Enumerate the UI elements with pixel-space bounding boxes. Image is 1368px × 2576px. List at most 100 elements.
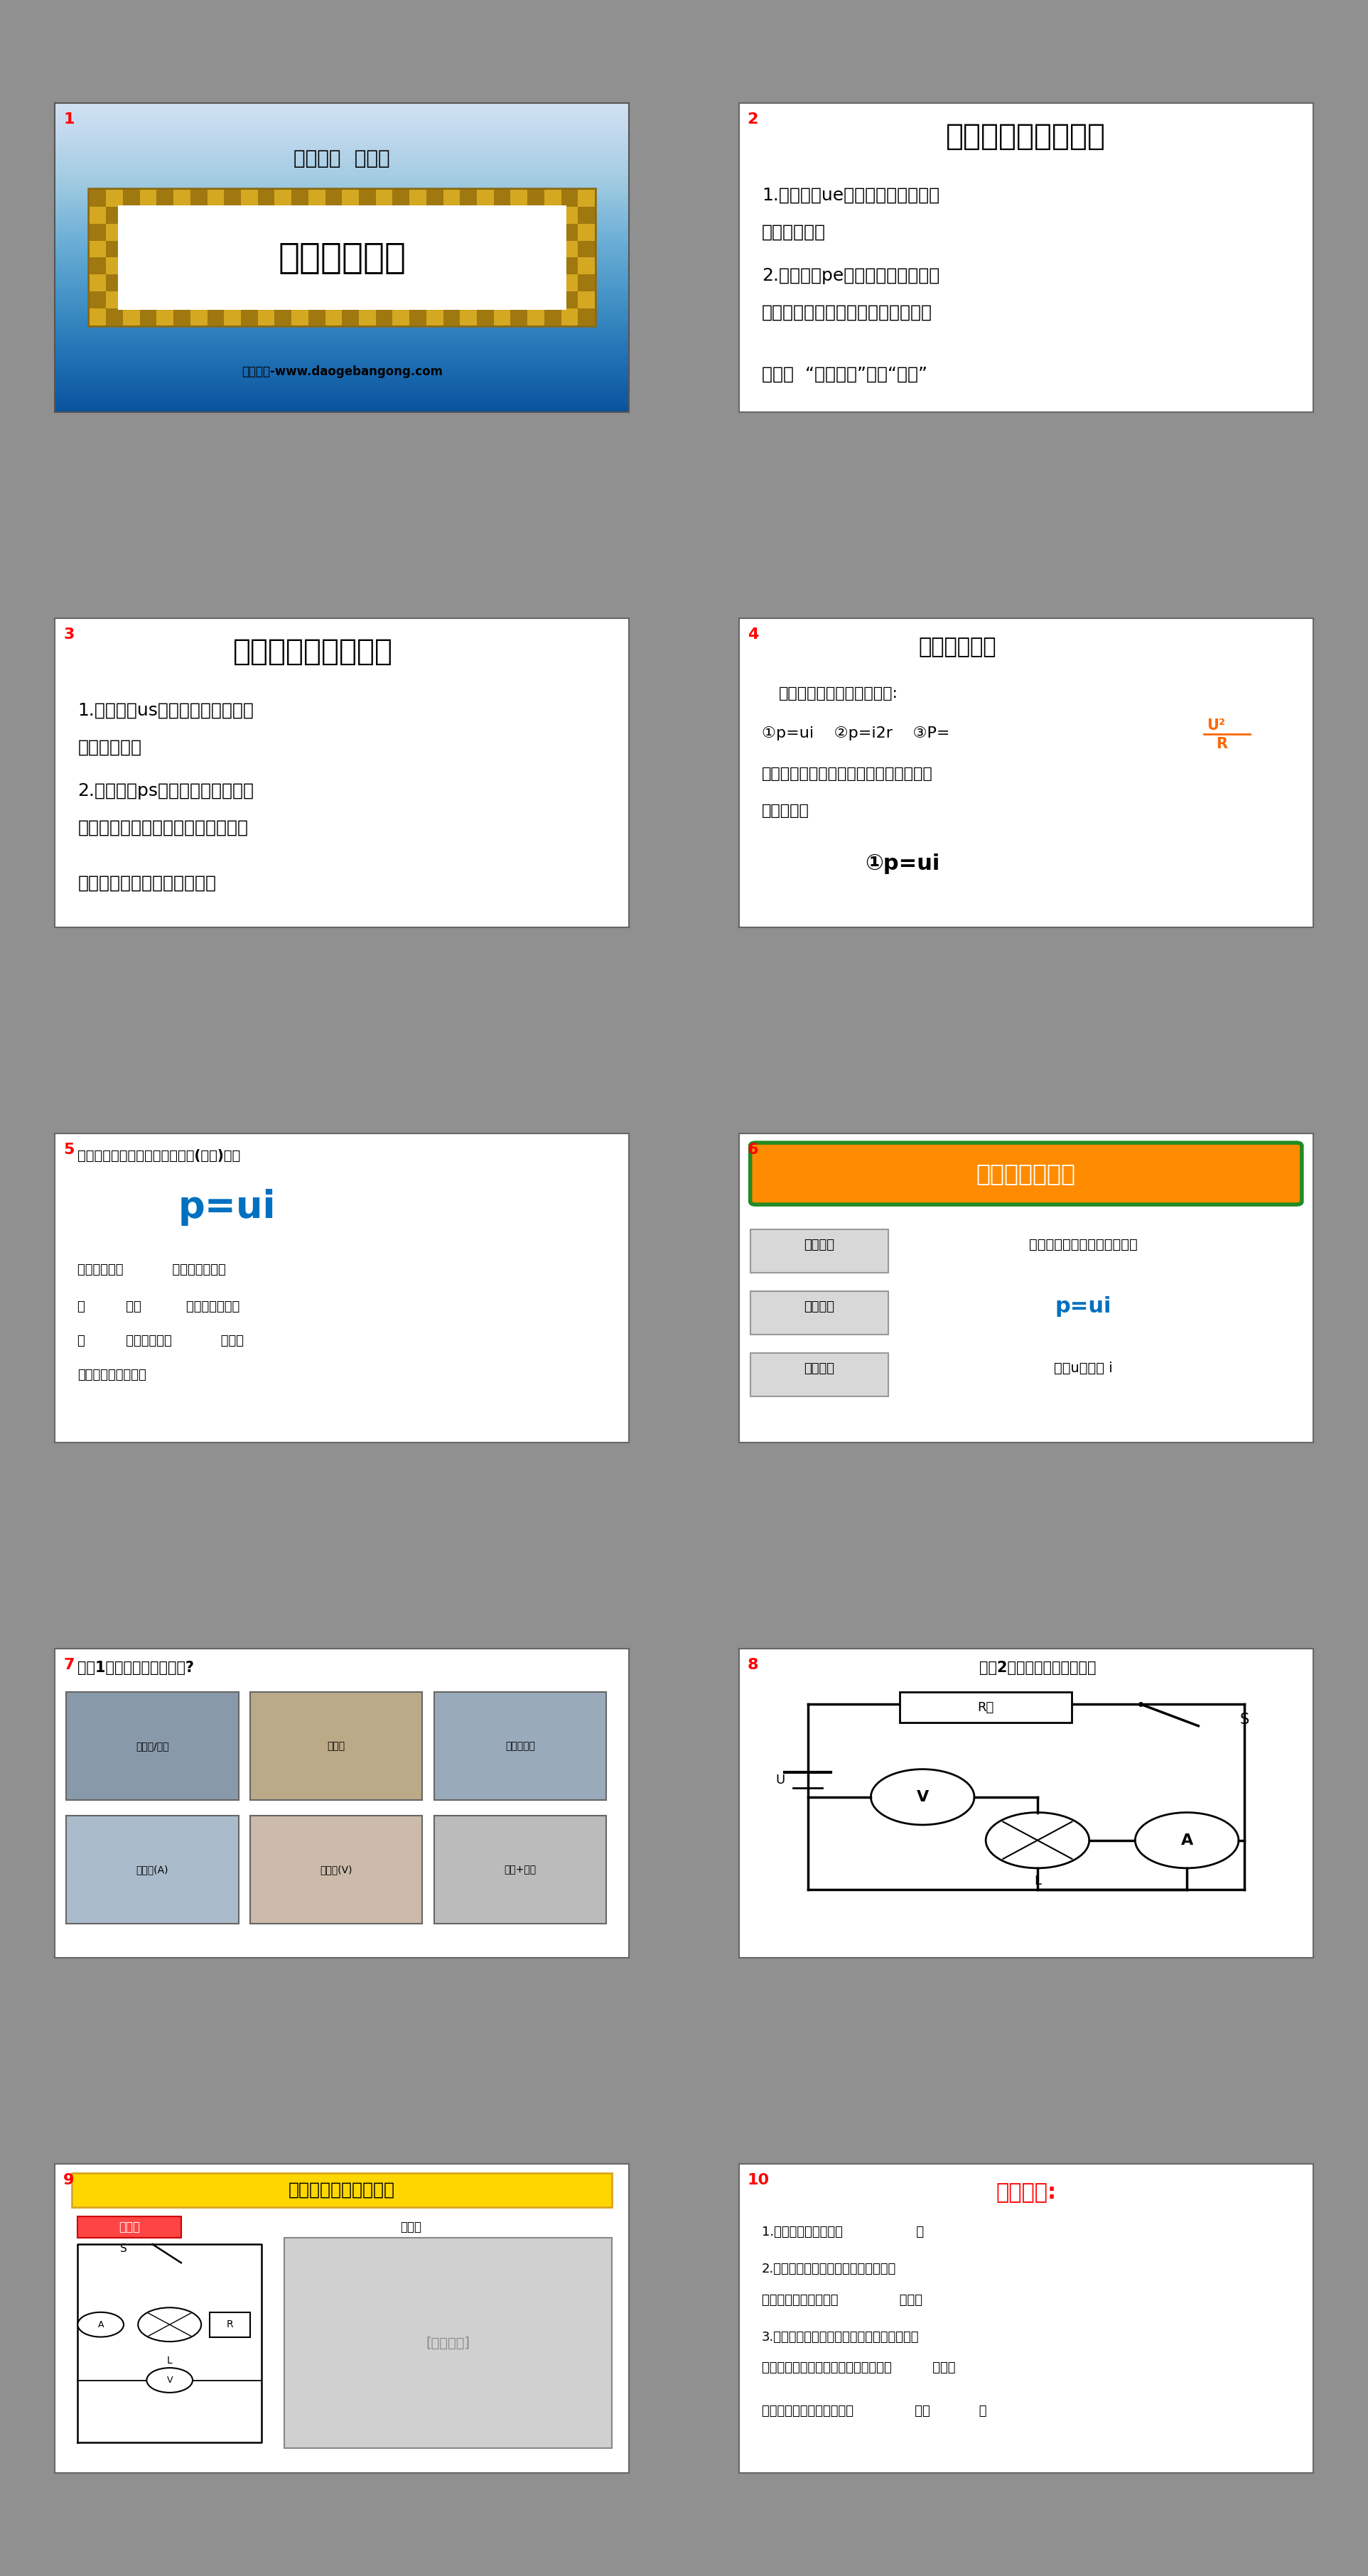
Text: 蓄电池/电源: 蓄电池/电源 [135,1741,168,1752]
Text: L: L [167,2354,172,2365]
Bar [241,191,257,206]
FancyBboxPatch shape [750,1144,1302,1206]
Bar [393,206,409,224]
Bar [577,224,595,240]
Bar [308,224,326,240]
Text: 作时的功率（实际电压下的功率）。: 作时的功率（实际电压下的功率）。 [78,819,248,837]
Bar [342,191,358,206]
Text: 额定电压、额定功率: 额定电压、额定功率 [947,121,1105,152]
Circle shape [986,1814,1089,1868]
Text: 电压u、电流 i: 电压u、电流 i [1055,1363,1112,1376]
Bar [107,224,123,240]
Bar [190,224,207,240]
Text: 道格办公-www.daogebangong.com: 道格办公-www.daogebangong.com [241,366,443,379]
Bar [393,224,409,240]
Bar [561,224,577,240]
FancyBboxPatch shape [78,2215,181,2239]
Bar [342,291,358,309]
Bar [528,191,544,206]
Circle shape [871,1770,974,1824]
Bar [174,240,190,258]
Bar [241,258,257,276]
Bar [460,291,477,309]
Bar [544,191,561,206]
Bar [275,258,291,276]
Text: 伏安法测电功率: 伏安法测电功率 [977,1162,1075,1185]
Text: U²: U² [1207,719,1226,732]
Bar [460,224,477,240]
Bar [140,191,156,206]
Bar [156,258,174,276]
Bar [123,224,140,240]
Bar [510,240,528,258]
Text: ①p=ui    ②p=i2r    ③P=: ①p=ui ②p=i2r ③P= [762,726,955,742]
Bar [577,291,595,309]
Bar [528,276,544,291]
Bar [510,224,528,240]
Bar [326,191,342,206]
Text: 7: 7 [63,1659,74,1672]
Text: V: V [917,1790,929,1803]
Bar [241,224,257,240]
Bar [174,224,190,240]
Bar [443,258,460,276]
Bar [427,191,443,206]
Bar [376,258,393,276]
Bar [89,309,107,325]
Bar [275,309,291,325]
Bar [510,206,528,224]
Bar [174,276,190,291]
Text: R滑: R滑 [978,1700,995,1713]
Text: A: A [1181,1834,1193,1847]
Bar [409,240,427,258]
Text: [实物照片]: [实物照片] [427,2336,471,2349]
Bar [123,309,140,325]
Bar [123,291,140,309]
Bar [207,240,224,258]
Bar [494,240,510,258]
Bar [190,206,207,224]
Bar [291,240,308,258]
FancyBboxPatch shape [900,1692,1073,1723]
Bar [326,291,342,309]
Text: 记住：什么电压对应什么功率: 记住：什么电压对应什么功率 [78,876,216,891]
Bar [241,206,257,224]
Bar [577,309,595,325]
Bar [107,240,123,258]
Bar [561,206,577,224]
Bar [427,240,443,258]
Bar [224,291,241,309]
Bar [89,276,107,291]
Bar [376,276,393,291]
Bar [224,258,241,276]
Text: 实物图: 实物图 [401,2221,421,2233]
Bar [291,309,308,325]
Text: 1.连接电路时，开关应                  。: 1.连接电路时，开关应 。 [762,2226,923,2239]
Bar [291,191,308,206]
Text: 1.实际电压us，就是用电器实际工: 1.实际电压us，就是用电器实际工 [78,701,254,719]
Text: 的          ，再利用公式            就可以: 的 ，再利用公式 就可以 [78,1334,244,1347]
Bar [275,276,291,291]
Text: ①p=ui: ①p=ui [865,853,940,873]
Bar [477,291,494,309]
Bar [156,276,174,291]
Text: 回忆电功率的三个推导公式:: 回忆电功率的三个推导公式: [778,685,899,701]
Bar [123,258,140,276]
Text: 估计电路中电流和电压的大小，选择的          量程。: 估计电路中电流和电压的大小，选择的 量程。 [762,2362,955,2375]
Bar [460,206,477,224]
FancyBboxPatch shape [250,1692,423,1801]
Bar [427,224,443,240]
FancyBboxPatch shape [750,1291,888,1334]
Text: 技巧：  “正常工作”就是“额定”: 技巧： “正常工作”就是“额定” [762,366,928,384]
Bar [443,206,460,224]
Bar [460,191,477,206]
Bar [207,191,224,206]
Text: A: A [97,2321,104,2329]
Bar [291,224,308,240]
Bar [123,240,140,258]
FancyBboxPatch shape [118,206,566,309]
Bar [494,258,510,276]
Text: U: U [776,1775,785,1785]
Text: R: R [1216,737,1227,752]
Bar [190,291,207,309]
